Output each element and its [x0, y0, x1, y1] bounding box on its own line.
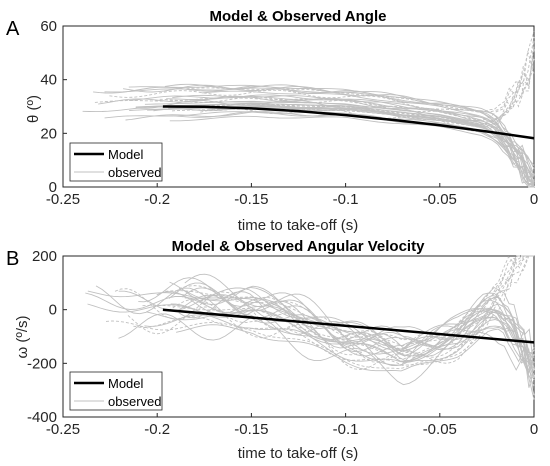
y-tick-label: 60	[40, 18, 57, 35]
observed-trace	[104, 87, 535, 181]
x-tick-label: -0.05	[423, 191, 457, 208]
observed-trace	[125, 111, 535, 184]
x-tick-label: -0.1	[333, 191, 359, 208]
y-tick-label: 0	[49, 302, 57, 319]
panel-a-plot-area	[62, 25, 535, 188]
observed-trace	[184, 273, 535, 365]
panel-a-legend-observed: observed	[108, 165, 161, 180]
panel-b-legend-box	[69, 371, 163, 411]
observed-trace	[176, 324, 535, 388]
observed-trace	[95, 285, 535, 396]
panel-b-legend-observed: observed	[108, 394, 161, 409]
observed-trace	[105, 255, 534, 370]
panel-a-y-ticks: 0 20 40 60	[40, 18, 67, 196]
panel-a-legend-model: Model	[108, 147, 144, 162]
observed-trace	[128, 84, 535, 182]
x-tick-label: -0.05	[423, 421, 457, 438]
model-line	[162, 308, 535, 344]
panel-a-legend: Model observed	[69, 142, 163, 182]
panel-b-legend-model: Model	[108, 376, 144, 391]
panel-a-legend-box	[69, 142, 163, 182]
panel-a-model-trace	[162, 105, 535, 140]
observed-trace	[164, 83, 535, 166]
observed-trace	[129, 105, 535, 185]
panel-a: A Model & Observed Angle θ (º) time to t…	[6, 8, 538, 234]
panel-b-y-axis-label: ω (º/s)	[14, 315, 31, 358]
panel-b: B Model & Observed Angular Velocity ω (º…	[6, 238, 538, 462]
panel-b-legend: Model observed	[69, 371, 163, 411]
panel-a-y-axis-label: θ (º)	[25, 95, 42, 123]
observed-trace	[186, 31, 535, 113]
panel-b-x-axis-label: time to take-off (s)	[238, 445, 359, 462]
x-tick-label: -0.2	[144, 421, 170, 438]
x-tick-label: -0.25	[46, 421, 80, 438]
panel-a-title: Model & Observed Angle	[210, 8, 387, 25]
panel-b-observed-traces	[85, 255, 535, 400]
x-tick-label: -0.2	[144, 191, 170, 208]
panel-a-label: A	[6, 18, 20, 40]
observed-trace	[159, 44, 535, 122]
observed-trace	[94, 51, 535, 121]
panel-a-x-ticks: -0.25 -0.2 -0.15 -0.1 -0.05 0	[46, 183, 538, 208]
x-tick-label: -0.25	[46, 191, 80, 208]
panel-a-x-axis-label: time to take-off (s)	[238, 217, 359, 234]
panel-b-plot-area	[62, 255, 535, 418]
observed-trace	[109, 36, 535, 113]
y-tick-label: 200	[32, 248, 57, 265]
x-tick-label: 0	[530, 191, 538, 208]
observed-trace	[181, 287, 535, 379]
y-tick-label: -200	[27, 355, 57, 372]
observed-trace	[202, 287, 535, 370]
panel-b-model-trace	[162, 308, 535, 344]
panel-b-label: B	[6, 248, 19, 270]
observed-trace	[168, 255, 534, 358]
x-tick-label: 0	[530, 421, 538, 438]
observed-trace	[85, 292, 535, 381]
x-tick-label: -0.15	[234, 191, 268, 208]
observed-trace	[201, 90, 535, 175]
observed-trace	[179, 287, 535, 355]
panel-b-y-ticks: -400 -200 0 200	[27, 248, 67, 426]
y-tick-label: 40	[40, 72, 57, 89]
observed-trace	[127, 255, 534, 370]
y-tick-label: 20	[40, 125, 57, 142]
panel-b-title: Model & Observed Angular Velocity	[172, 238, 425, 255]
panel-b-x-ticks: -0.25 -0.2 -0.15 -0.1 -0.05 0	[46, 413, 538, 438]
observed-trace	[142, 255, 534, 360]
observed-trace	[137, 102, 535, 186]
x-tick-label: -0.15	[234, 421, 268, 438]
observed-trace	[169, 115, 535, 188]
y-tick-label: -400	[27, 409, 57, 426]
model-line	[162, 105, 535, 140]
observed-trace	[179, 294, 535, 364]
observed-trace	[114, 255, 534, 363]
y-tick-label: 0	[49, 179, 57, 196]
x-tick-label: -0.1	[333, 421, 359, 438]
